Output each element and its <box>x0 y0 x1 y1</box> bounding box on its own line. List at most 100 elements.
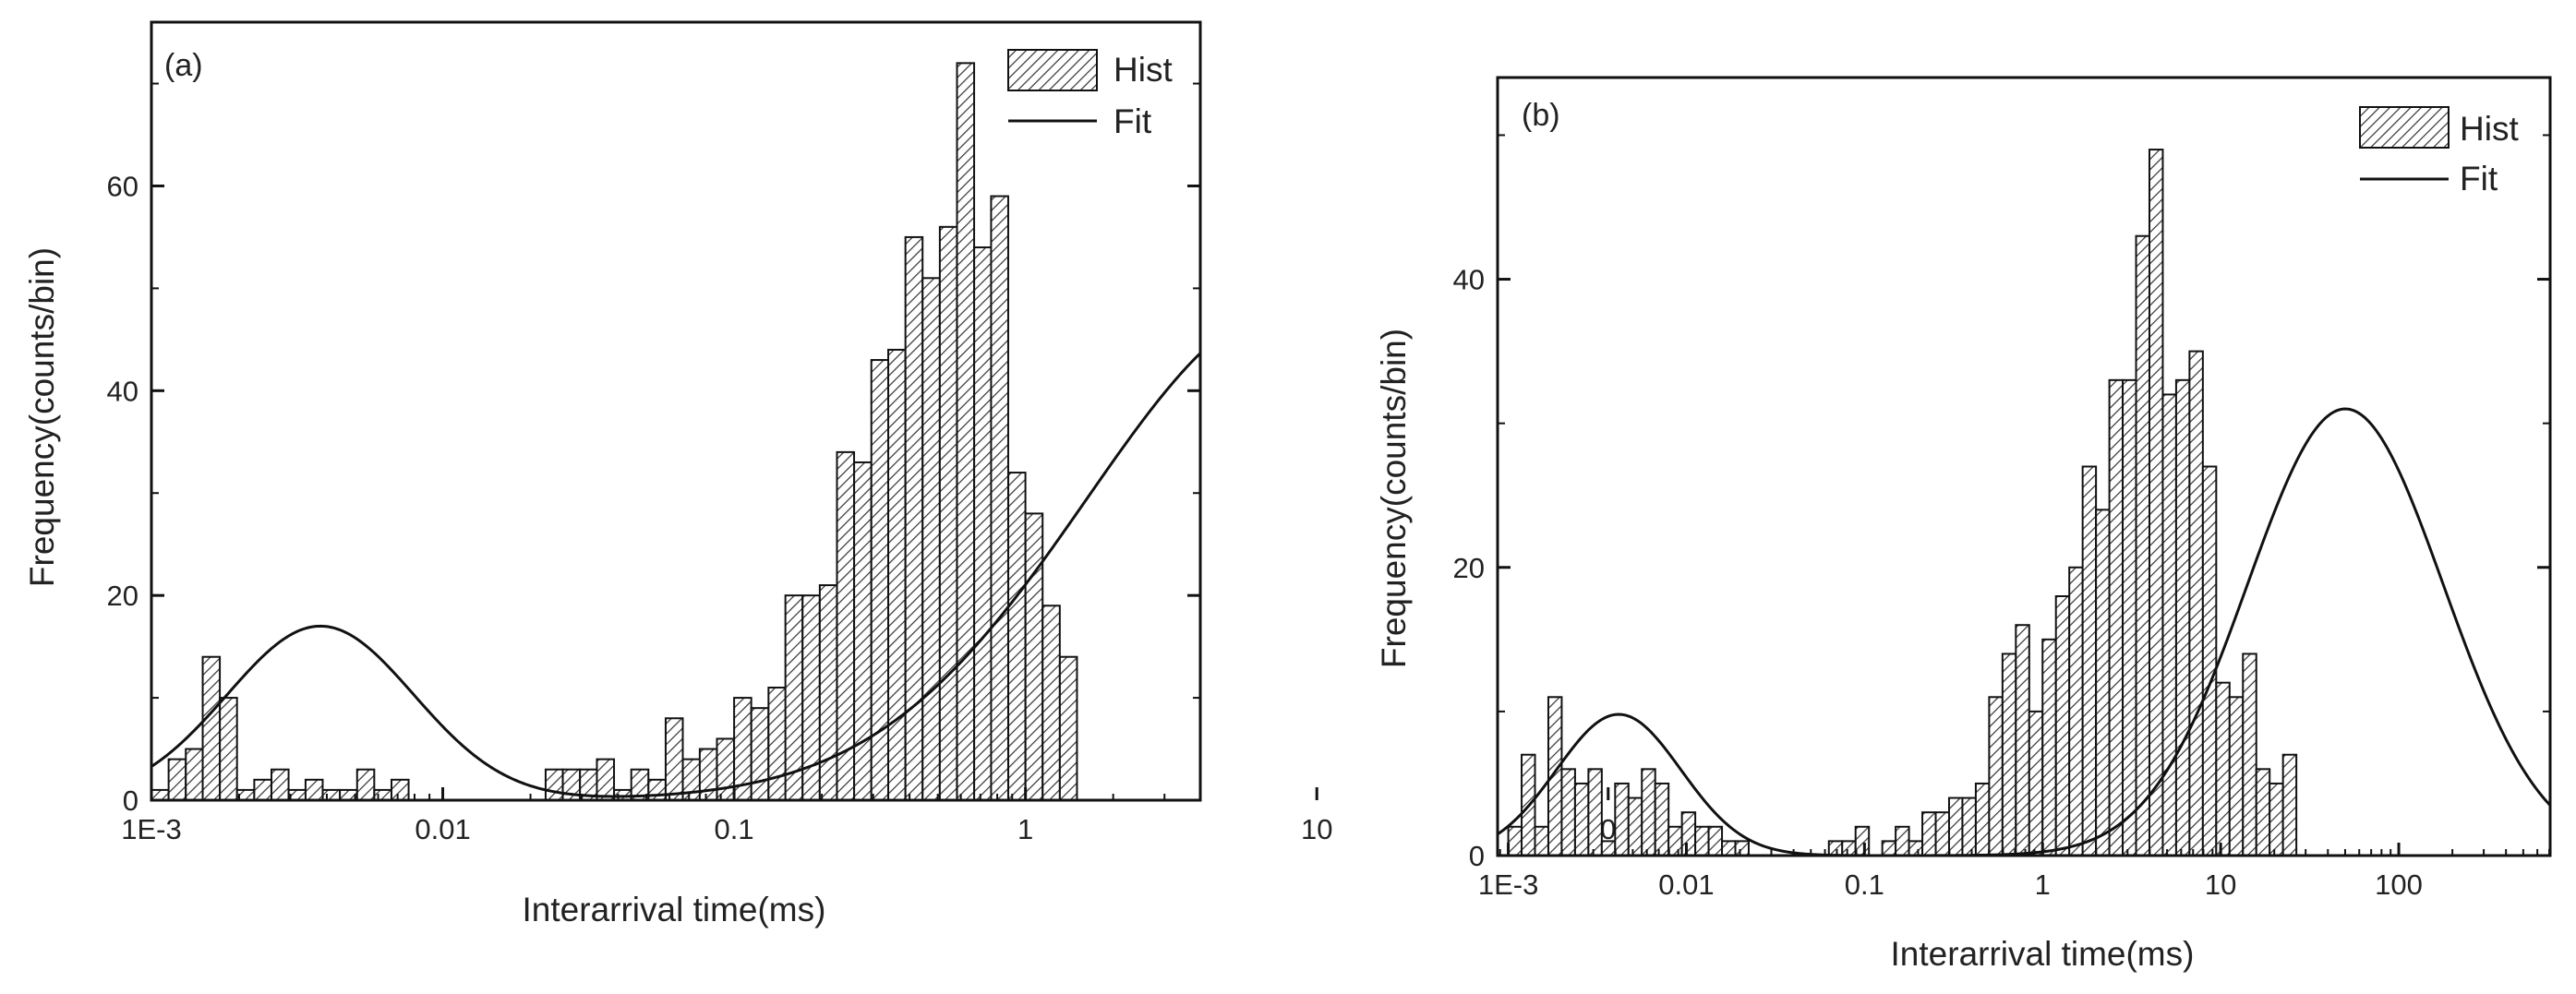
hist-bar <box>990 195 1009 801</box>
hist-bar <box>853 461 873 801</box>
hist-bar <box>1507 825 1523 857</box>
hist-bar <box>1600 840 1617 857</box>
x-axis-title-a: Interarrival time(ms) <box>523 891 826 928</box>
panel-label-a: (a) <box>164 48 203 83</box>
hist-bar <box>1007 472 1027 801</box>
y-axis-title-b: Frequency(counts/bin) <box>1375 329 1413 668</box>
y-axis-ticks-a: 0 20 40 60 <box>107 82 1200 817</box>
x-tick-label: 100 <box>2375 868 2423 901</box>
hist-bar <box>2068 566 2084 857</box>
hist-bar <box>647 778 667 802</box>
panel-label-b: (b) <box>1522 98 1560 133</box>
legend-a: Hist Fit <box>1007 49 1173 140</box>
hist-bar <box>150 788 170 801</box>
y-tick-label: 0 <box>123 784 138 817</box>
y-tick-label: 20 <box>1453 552 1485 584</box>
hist-bar <box>1961 796 1977 856</box>
legend-swatch-hist-a <box>1007 49 1098 91</box>
hist-bar <box>1921 811 1937 856</box>
legend-label-hist-b: Hist <box>2460 110 2519 148</box>
hist-bar <box>750 707 770 801</box>
hist-bar <box>167 758 187 802</box>
hist-bar <box>1654 782 1670 856</box>
hist-bar <box>973 246 993 801</box>
hist-bar <box>253 778 272 802</box>
hist-bar <box>1988 696 2004 857</box>
hist-bar <box>767 686 787 801</box>
hist-bar <box>1734 840 1750 857</box>
hist-bar <box>956 62 976 802</box>
fit-curve-b <box>1497 407 2552 857</box>
hist-bar <box>1627 796 1643 856</box>
hist-bar <box>2001 653 2017 856</box>
hist-bar <box>544 768 564 801</box>
hist-bar <box>1908 840 1924 857</box>
hist-bar <box>321 788 342 801</box>
hist-bar <box>2174 378 2191 856</box>
hist-bar <box>921 277 941 801</box>
hist-bar <box>1947 796 1964 856</box>
hist-bar <box>1614 782 1630 856</box>
y-tick-label: 40 <box>1453 264 1485 296</box>
hist-bar <box>304 778 324 802</box>
hist-bar <box>2081 465 2098 856</box>
hist-bar <box>1721 840 1737 857</box>
legend-b: Hist Fit <box>2359 106 2519 198</box>
hist-bar <box>1694 825 1710 857</box>
x-tick-label: 0.1 <box>1845 868 1884 901</box>
hist-bar <box>1667 825 1683 857</box>
hist-bar <box>2122 378 2137 856</box>
x-tick-label: 10 <box>2205 868 2236 901</box>
x-axis-ticks-b: 1E-3 0.01 0.1 1 10 100 <box>1478 843 2551 901</box>
plot-frame-a <box>150 20 1202 802</box>
y-tick-label: 20 <box>107 580 138 612</box>
hist-bar <box>2215 681 2231 856</box>
hist-bar <box>818 584 838 801</box>
hist-bar <box>2281 753 2298 856</box>
hist-bar <box>1895 825 1910 857</box>
x-tick-label: 0.1 <box>715 813 754 845</box>
hist-bar <box>1841 840 1857 857</box>
x-axis-ticks-a: 1E-3 0.01 0.1 1 10 100 <box>121 787 1632 845</box>
hist-bar <box>1587 768 1603 857</box>
hist-bar <box>2201 465 2218 856</box>
hist-bar <box>664 717 684 802</box>
hist-bar <box>1680 811 1697 856</box>
hist-bar <box>716 737 736 802</box>
hist-bar <box>904 235 924 801</box>
hist-bar <box>887 348 907 801</box>
hist-bar <box>1881 840 1897 857</box>
hist-bar <box>938 225 958 801</box>
x-tick-label: 1E-3 <box>121 813 181 845</box>
hist-bar <box>2041 638 2057 857</box>
hist-bar <box>2148 149 2164 856</box>
hist-bar <box>2135 234 2150 857</box>
hist-bar <box>271 768 290 801</box>
hist-bar <box>1827 840 1844 857</box>
hist-bar <box>2054 595 2071 856</box>
hist-bar <box>391 778 410 802</box>
hist-bar <box>185 748 204 801</box>
hist-bar <box>2161 393 2177 856</box>
legend-label-fit-b: Fit <box>2460 160 2498 198</box>
x-tick-label: 1 <box>1017 813 1033 845</box>
hist-bar <box>201 655 222 802</box>
fit-curve-a <box>150 352 1202 798</box>
legend-label-hist-a: Hist <box>1113 51 1173 89</box>
y-tick-label: 60 <box>107 170 138 202</box>
hist-bar <box>1024 512 1044 801</box>
y-tick-label: 0 <box>1469 840 1485 872</box>
x-tick-label: 1E-3 <box>1478 868 1538 901</box>
y-axis-title-a: Frequency(counts/bin) <box>23 247 61 587</box>
chart-panel-b: 1E-3 0.01 0.1 1 10 100 0 20 40 (b) Interarrival… <box>1375 76 2552 973</box>
hist-bar <box>596 758 616 802</box>
hist-bar <box>1934 811 1950 856</box>
hist-bar <box>2242 653 2257 856</box>
hist-bar <box>373 788 392 801</box>
plot-frame-b <box>1496 76 2552 857</box>
hist-bar <box>1560 768 1576 857</box>
hist-bar <box>2228 696 2245 857</box>
histogram-bars-a <box>150 62 1078 802</box>
